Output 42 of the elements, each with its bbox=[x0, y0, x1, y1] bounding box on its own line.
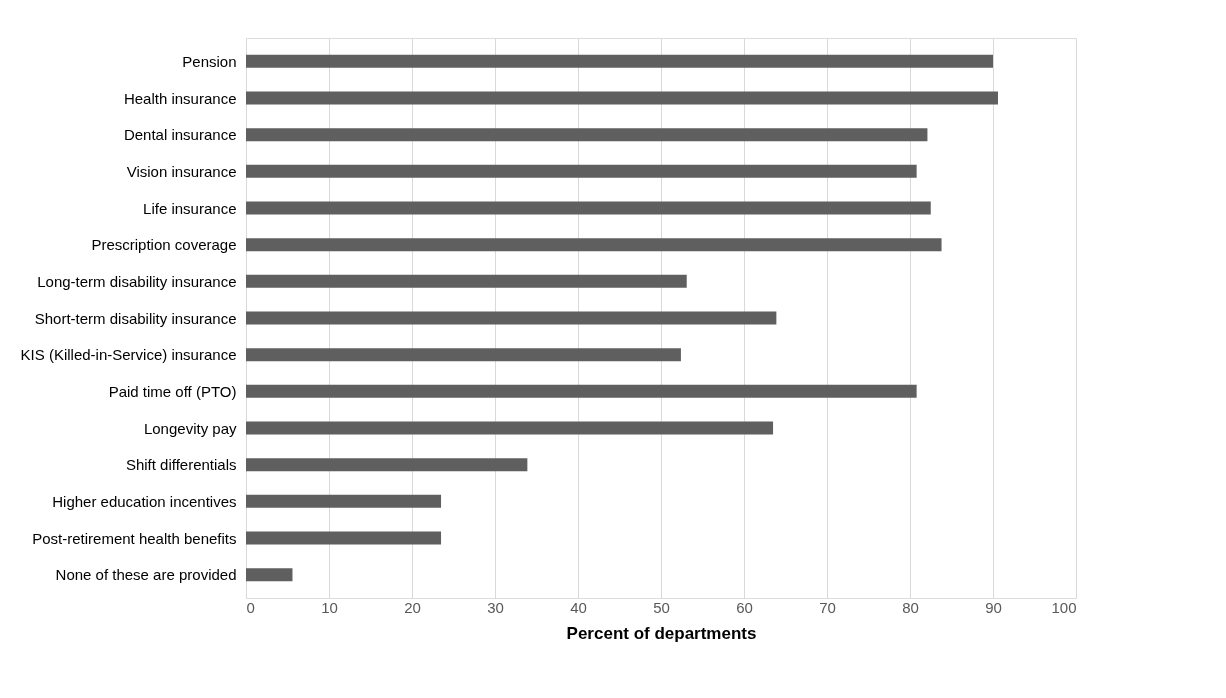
bar bbox=[246, 494, 442, 508]
y-tick-label: Short-term disability insurance bbox=[34, 309, 237, 327]
x-tick-label: 40 bbox=[570, 598, 587, 616]
x-tick-label: 10 bbox=[321, 598, 338, 616]
y-tick-label: Longevity pay bbox=[143, 419, 237, 437]
x-tick-label: 100 bbox=[1051, 598, 1077, 616]
y-tick-label: Long-term disability insurance bbox=[37, 272, 237, 290]
bar bbox=[246, 531, 442, 545]
x-tick-label: 70 bbox=[819, 598, 836, 616]
x-tick-label: 90 bbox=[985, 598, 1002, 616]
y-tick-label: Prescription coverage bbox=[91, 236, 237, 254]
y-tick-label: Life insurance bbox=[143, 199, 237, 217]
y-tick-label: Paid time off (PTO) bbox=[108, 382, 237, 400]
y-tick-label: Higher education incentives bbox=[52, 492, 237, 510]
y-tick-label: Post-retirement health benefits bbox=[32, 529, 237, 547]
x-tick-label: 20 bbox=[404, 598, 421, 616]
x-tick-label: 50 bbox=[653, 598, 670, 616]
bar bbox=[246, 201, 931, 215]
y-tick-label: Pension bbox=[182, 52, 237, 70]
y-tick-label: Dental insurance bbox=[123, 126, 237, 144]
bar bbox=[246, 458, 528, 472]
bar bbox=[246, 568, 293, 582]
bar bbox=[246, 348, 681, 362]
x-tick-label: 60 bbox=[736, 598, 753, 616]
bar bbox=[246, 91, 998, 105]
x-tick-label: 30 bbox=[487, 598, 504, 616]
y-tick-label: Health insurance bbox=[123, 89, 237, 107]
bar bbox=[246, 238, 942, 252]
y-tick-label: None of these are provided bbox=[55, 566, 237, 584]
bar bbox=[246, 164, 917, 178]
x-axis-title: Percent of departments bbox=[566, 623, 757, 643]
bar bbox=[246, 421, 774, 435]
y-tick-label: KIS (Killed-in-Service) insurance bbox=[20, 346, 237, 364]
bar bbox=[246, 384, 917, 398]
bar bbox=[246, 311, 777, 325]
x-tick-label: 80 bbox=[902, 598, 919, 616]
bar bbox=[246, 54, 993, 68]
bar bbox=[246, 128, 928, 142]
y-tick-label: Vision insurance bbox=[126, 162, 237, 180]
bar bbox=[246, 274, 687, 288]
y-tick-label: Shift differentials bbox=[125, 456, 237, 474]
x-tick-label: 0 bbox=[246, 598, 255, 616]
